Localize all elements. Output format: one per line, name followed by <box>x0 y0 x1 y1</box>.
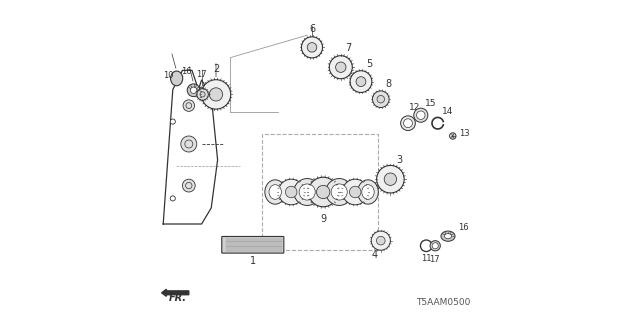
Text: 10: 10 <box>163 71 173 80</box>
Ellipse shape <box>326 179 353 205</box>
Text: FR.: FR. <box>168 293 187 303</box>
Ellipse shape <box>441 231 455 241</box>
Ellipse shape <box>376 165 404 193</box>
Ellipse shape <box>331 184 348 200</box>
Text: 17: 17 <box>429 255 440 264</box>
Ellipse shape <box>301 37 323 58</box>
Ellipse shape <box>197 89 209 100</box>
Ellipse shape <box>432 243 438 249</box>
Text: 1: 1 <box>250 256 256 266</box>
Circle shape <box>450 133 456 139</box>
Text: 16: 16 <box>181 67 191 76</box>
Circle shape <box>170 196 175 201</box>
Ellipse shape <box>187 84 200 97</box>
Ellipse shape <box>269 185 282 199</box>
Text: 8: 8 <box>386 79 392 89</box>
Text: T5AAM0500: T5AAM0500 <box>416 298 470 307</box>
Ellipse shape <box>417 111 425 119</box>
Ellipse shape <box>404 119 412 128</box>
Ellipse shape <box>349 186 361 198</box>
FancyArrow shape <box>161 289 189 296</box>
Ellipse shape <box>413 108 428 122</box>
Ellipse shape <box>376 236 385 245</box>
Ellipse shape <box>362 185 374 199</box>
Text: 13: 13 <box>460 129 470 138</box>
Text: 12: 12 <box>409 103 420 112</box>
Ellipse shape <box>445 234 452 239</box>
Ellipse shape <box>342 179 368 205</box>
Circle shape <box>170 119 175 124</box>
Bar <box>262 134 378 250</box>
Ellipse shape <box>317 185 330 199</box>
Ellipse shape <box>308 177 338 207</box>
Ellipse shape <box>335 62 346 72</box>
Ellipse shape <box>294 179 321 205</box>
Text: 2: 2 <box>213 64 219 74</box>
Ellipse shape <box>209 88 223 101</box>
Circle shape <box>181 136 197 152</box>
Text: 17: 17 <box>196 70 207 79</box>
Ellipse shape <box>329 56 352 79</box>
Ellipse shape <box>372 91 389 108</box>
Text: 9: 9 <box>320 214 326 224</box>
Circle shape <box>199 87 204 92</box>
Ellipse shape <box>358 180 378 204</box>
Text: 16: 16 <box>458 223 468 232</box>
Circle shape <box>183 100 195 111</box>
Ellipse shape <box>350 71 372 92</box>
FancyBboxPatch shape <box>222 236 284 253</box>
Ellipse shape <box>356 77 366 86</box>
Text: 6: 6 <box>309 24 315 34</box>
Ellipse shape <box>200 92 205 97</box>
Ellipse shape <box>307 43 317 52</box>
Ellipse shape <box>191 87 197 93</box>
Text: 5: 5 <box>367 59 372 69</box>
Ellipse shape <box>278 179 304 205</box>
Ellipse shape <box>299 184 316 200</box>
Ellipse shape <box>201 80 231 109</box>
Text: 15: 15 <box>425 99 436 108</box>
Ellipse shape <box>401 116 415 131</box>
Ellipse shape <box>285 186 297 198</box>
Ellipse shape <box>430 241 440 251</box>
Ellipse shape <box>384 173 397 185</box>
Text: 11: 11 <box>421 254 431 263</box>
Ellipse shape <box>170 71 183 86</box>
Ellipse shape <box>371 231 390 250</box>
Ellipse shape <box>265 180 285 204</box>
Ellipse shape <box>377 95 385 103</box>
Text: 14: 14 <box>442 107 454 116</box>
Text: 7: 7 <box>346 43 352 53</box>
Text: 4: 4 <box>371 250 378 260</box>
Text: 3: 3 <box>396 155 403 165</box>
Circle shape <box>182 179 195 192</box>
